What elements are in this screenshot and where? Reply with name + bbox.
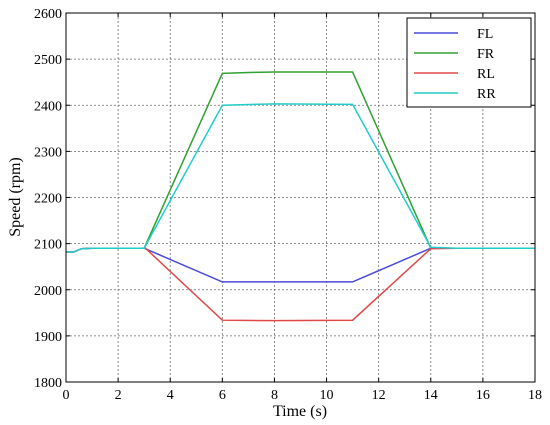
x-tick-label: 18 bbox=[528, 388, 542, 403]
x-tick-label: 10 bbox=[320, 388, 334, 403]
series-line-rl bbox=[66, 247, 535, 322]
x-tick-label: 4 bbox=[167, 388, 174, 403]
legend-label-rl: RL bbox=[477, 67, 495, 82]
series-line-fl bbox=[66, 247, 535, 283]
y-tick-label: 2500 bbox=[34, 53, 62, 68]
y-tick-label: 2300 bbox=[34, 145, 62, 160]
x-tick-label: 8 bbox=[271, 388, 278, 403]
x-tick-label: 0 bbox=[63, 388, 70, 403]
legend-label-fl: FL bbox=[477, 27, 493, 42]
y-tick-label: 2600 bbox=[34, 7, 62, 22]
y-tick-label: 2000 bbox=[34, 284, 62, 299]
y-tick-label: 1800 bbox=[34, 376, 62, 391]
x-tick-label: 12 bbox=[372, 388, 386, 403]
x-tick-label: 16 bbox=[476, 388, 490, 403]
legend-label-fr: FR bbox=[477, 47, 495, 62]
y-tick-label: 2200 bbox=[34, 192, 62, 207]
x-tick-label: 6 bbox=[219, 388, 226, 403]
y-axis-ticks: 1800 1900 2000 2100 2200 2300 2400 2500 2600 bbox=[34, 7, 535, 391]
series-lines bbox=[66, 71, 535, 322]
y-tick-label: 2100 bbox=[34, 238, 62, 253]
x-axis-ticks: 0 2 4 6 8 10 12 14 16 18 bbox=[63, 13, 542, 403]
y-tick-label: 2400 bbox=[34, 99, 62, 114]
y-tick-label: 1900 bbox=[34, 330, 62, 345]
y-axis-label: Speed (rpm) bbox=[7, 157, 24, 237]
x-tick-label: 14 bbox=[424, 388, 438, 403]
legend-label-rr: RR bbox=[477, 87, 496, 102]
series-line-rr bbox=[66, 103, 535, 253]
legend: FL FR RL RR bbox=[406, 17, 532, 108]
x-axis-label: Time (s) bbox=[273, 403, 327, 420]
x-tick-label: 2 bbox=[115, 388, 122, 403]
